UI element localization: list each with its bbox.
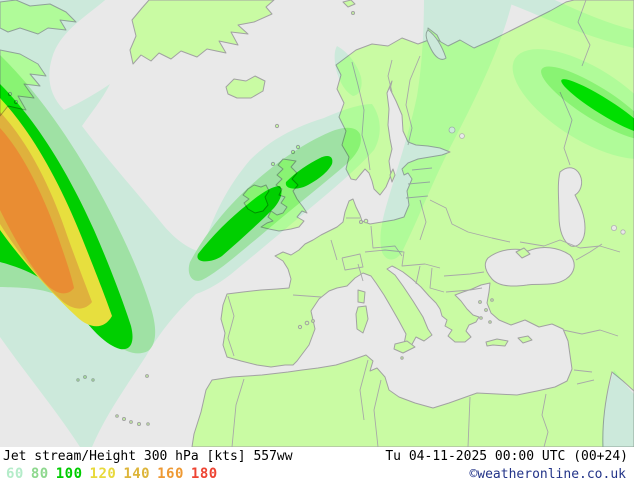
legend-value-160: 160 [157,466,184,482]
lake-onega [459,133,465,139]
legend-value-120: 120 [89,466,117,482]
jet-band-60-egypt [602,370,634,447]
island-danish [363,218,369,224]
jet-band-60-atlantic [0,0,380,447]
color-legend: 60 80 100 120 140 160 180 [6,466,225,482]
legend-value-80: 80 [30,466,49,482]
island-aegean [488,320,492,324]
legend-value-100: 100 [55,466,83,482]
island-canary [137,422,141,426]
island-balearic [304,320,310,326]
land-iceland [225,75,266,99]
jet-band-100-russia [561,79,634,133]
jet-band-160-atlantic [0,128,74,294]
island-aegean [484,308,488,312]
island-balearic [311,319,315,323]
caspian-sea [557,167,586,247]
island-balearic [297,324,303,330]
island-canary [122,417,126,421]
legend-value-140: 140 [123,466,151,482]
jet-stream-overlay [0,0,634,447]
caption-bar: Jet stream/Height 300 hPa [kts] 557ww Tu… [0,447,634,490]
island-crete [485,338,509,347]
lake [620,229,626,235]
island-sardinia [355,305,369,334]
island-canary [129,420,133,424]
island-faroe [274,123,280,129]
jet-band-100-england [285,156,333,189]
island-aegean [490,298,494,302]
legend-value-60: 60 [6,466,24,482]
jet-band-100-ireland [197,186,282,262]
island-gotland [389,168,396,183]
island-arctic [342,0,356,8]
island-corsica [357,289,366,304]
crimea [515,247,531,259]
land-greenland [129,0,275,65]
island-sicily [393,340,416,354]
caption-row-2: 60 80 100 120 140 160 180 ©weatheronline.co.uk [0,466,634,484]
island [351,11,355,15]
chart-datetime: Tu 04-11-2025 00:00 UTC (00+24) [385,449,628,464]
island-aegean [478,300,482,304]
copyright-link[interactable]: ©weatheronline.co.uk [469,467,626,482]
jet-band-60-scandinavia [380,0,513,260]
caption-row-1: Jet stream/Height 300 hPa [kts] 557ww Tu… [0,449,634,465]
island-danish [359,220,363,224]
jet-band-60-top-right [500,0,634,48]
island-canary [115,414,119,418]
island-aegean [479,316,483,320]
legend-value-180: 180 [190,466,218,482]
map-area [0,0,634,447]
island-madeira [145,374,149,378]
island-cyprus [517,335,533,344]
chart-title: Jet stream/Height 300 hPa [kts] 557ww [3,449,293,464]
island-malta [400,356,404,360]
jet-band-60-norway-coast [334,46,362,96]
map-svg [0,0,634,447]
lake [611,224,618,231]
black-sea [484,247,575,287]
island-canary [146,422,150,426]
